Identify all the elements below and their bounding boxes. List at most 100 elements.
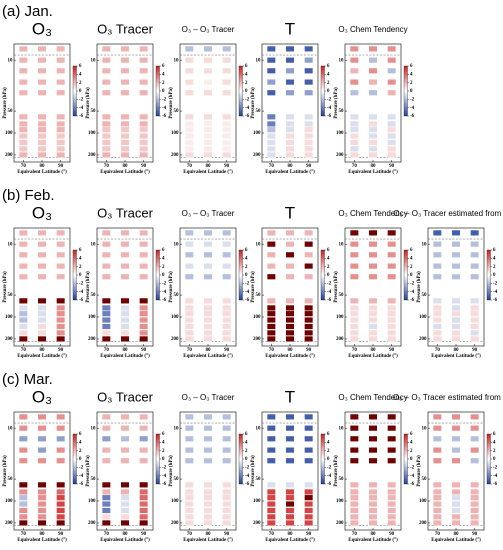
cell (102, 68, 111, 74)
cell (369, 146, 377, 152)
colorbar-tick-label: 2 (327, 81, 330, 86)
cell (38, 458, 46, 464)
cell (185, 323, 194, 330)
cell (38, 127, 46, 133)
cell (350, 425, 359, 431)
colorbar-tick-label: 4 (162, 256, 165, 261)
cell (204, 152, 212, 158)
x-tick-label: 70 (187, 348, 193, 353)
cell (387, 330, 396, 336)
cell (38, 46, 46, 52)
cell (369, 305, 377, 311)
colorbar-tick-label: 0 (410, 273, 413, 278)
colorbar-tick-label: -2 (493, 281, 498, 286)
cell (267, 323, 276, 330)
cell (452, 414, 460, 420)
y-tick-label: 100 (171, 131, 179, 136)
cell (139, 298, 148, 304)
cell (19, 298, 28, 304)
x-tick-label: 70 (104, 532, 110, 537)
y-tick-label: 100 (88, 499, 96, 504)
cell (470, 230, 479, 236)
cell (139, 495, 148, 501)
y-tick-label: 50 (8, 109, 14, 114)
cell (56, 514, 65, 520)
cell (286, 79, 294, 85)
cell (19, 336, 28, 342)
cell (286, 274, 294, 280)
cell (56, 436, 65, 442)
y-tick-label: 10 (8, 426, 14, 431)
cell (267, 330, 276, 336)
cell (38, 121, 46, 127)
cell (304, 133, 313, 139)
cell (56, 274, 65, 280)
cell (121, 121, 129, 127)
colorbar-tick-label: 6 (410, 64, 413, 69)
cell (452, 323, 460, 330)
cell (139, 79, 148, 85)
cell (387, 57, 396, 63)
cell (369, 495, 377, 501)
cell (470, 414, 479, 420)
y-tick-label: 50 (91, 477, 97, 482)
cell (121, 57, 129, 63)
cell (267, 57, 276, 63)
cell (185, 263, 194, 269)
cell (222, 414, 231, 420)
colorbar (486, 249, 491, 301)
cell (56, 152, 65, 158)
cell (19, 152, 28, 158)
cell (102, 263, 111, 269)
cell (204, 447, 212, 453)
cell (369, 79, 377, 85)
cell (185, 252, 194, 258)
cell (56, 520, 65, 526)
cell (387, 46, 396, 52)
cell (121, 263, 129, 269)
colorbar-tick-label: 6 (493, 432, 496, 437)
cell (204, 68, 212, 74)
cell (204, 114, 212, 120)
colorbar-tick-label: 0 (79, 273, 82, 278)
cell (56, 46, 65, 52)
y-axis-label: Pressure (hPa) (417, 455, 422, 487)
colorbar-tick-label: 0 (79, 89, 82, 94)
x-tick-label: 80 (206, 348, 212, 353)
y-tick-label: 200 (419, 521, 427, 526)
cell (222, 458, 231, 464)
cell (304, 146, 313, 152)
y-axis-label: Pressure (hPa) (251, 455, 256, 487)
y-tick-label: 200 (336, 153, 344, 158)
colorbar (72, 433, 77, 485)
cell (387, 274, 396, 280)
x-tick-label: 90 (224, 532, 230, 537)
cell (304, 139, 313, 146)
cell (204, 501, 212, 507)
cell (222, 317, 231, 323)
cell (433, 305, 442, 311)
cell (102, 46, 111, 52)
colorbar-tick-label: -6 (493, 482, 498, 487)
colorbar-tick-label: 4 (245, 440, 248, 445)
cell (102, 436, 111, 442)
cell (222, 495, 231, 501)
panel-title: O₃ (32, 203, 52, 222)
cell (452, 305, 460, 311)
x-axis-label: Equivalent Latitude (°) (17, 538, 67, 543)
cell (369, 46, 377, 52)
y-tick-label: 200 (419, 337, 427, 342)
colorbar (403, 65, 408, 117)
colorbar-tick-label: 2 (162, 265, 165, 270)
x-tick-label: 70 (104, 348, 110, 353)
y-tick-label: 50 (91, 109, 97, 114)
cell (369, 274, 377, 280)
cell (350, 252, 359, 258)
cell (387, 323, 396, 330)
colorbar-tick-label: -4 (410, 290, 415, 295)
cell (470, 482, 479, 488)
x-tick-label: 90 (389, 532, 395, 537)
cell (204, 330, 212, 336)
cell (470, 425, 479, 431)
colorbar-tick-label: 2 (410, 81, 413, 86)
